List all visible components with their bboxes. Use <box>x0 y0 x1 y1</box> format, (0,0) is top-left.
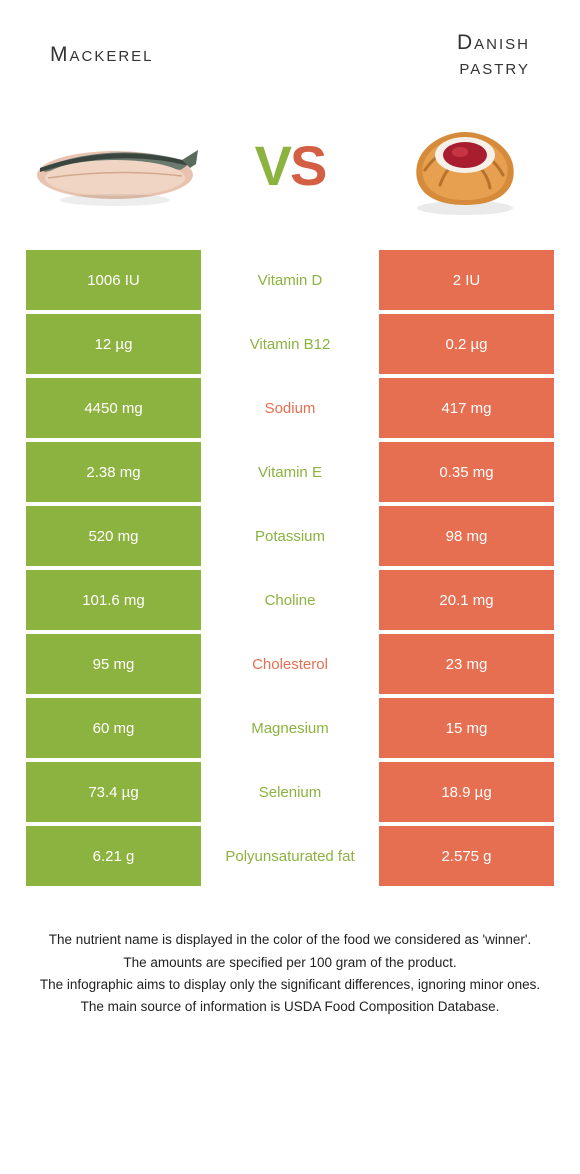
nutrient-row: 6.21 gPolyunsaturated fat2.575 g <box>26 826 554 886</box>
footer-notes: The nutrient name is displayed in the co… <box>0 890 580 1039</box>
nutrient-row: 12 µgVitamin B120.2 µg <box>26 314 554 374</box>
nutrient-label-cell: Vitamin B12 <box>201 314 379 374</box>
left-value-cell: 101.6 mg <box>26 570 201 630</box>
nutrient-label-cell: Vitamin E <box>201 442 379 502</box>
left-value-cell: 73.4 µg <box>26 762 201 822</box>
left-value-cell: 2.38 mg <box>26 442 201 502</box>
mackerel-icon <box>30 120 200 210</box>
nutrient-row: 73.4 µgSelenium18.9 µg <box>26 762 554 822</box>
nutrient-row: 95 mgCholesterol23 mg <box>26 634 554 694</box>
right-value-cell: 0.35 mg <box>379 442 554 502</box>
nutrient-label-cell: Selenium <box>201 762 379 822</box>
danish-image <box>380 110 550 220</box>
vs-label: VS <box>255 133 326 198</box>
right-value-cell: 23 mg <box>379 634 554 694</box>
left-value-cell: 95 mg <box>26 634 201 694</box>
right-value-cell: 18.9 µg <box>379 762 554 822</box>
nutrient-row: 4450 mgSodium417 mg <box>26 378 554 438</box>
food-left-title: Mackerel <box>40 43 290 67</box>
nutrient-row: 2.38 mgVitamin E0.35 mg <box>26 442 554 502</box>
left-value-cell: 520 mg <box>26 506 201 566</box>
right-value-cell: 15 mg <box>379 698 554 758</box>
right-value-cell: 417 mg <box>379 378 554 438</box>
footer-line3: The infographic aims to display only the… <box>30 975 550 995</box>
left-value-cell: 1006 IU <box>26 250 201 310</box>
left-value-cell: 6.21 g <box>26 826 201 886</box>
food-right-title: Danish pastry <box>290 30 540 80</box>
mackerel-image <box>30 110 200 220</box>
footer-line1: The nutrient name is displayed in the co… <box>30 930 550 950</box>
nutrient-label-cell: Choline <box>201 570 379 630</box>
images-row: VS <box>0 90 580 250</box>
footer-line2: The amounts are specified per 100 gram o… <box>30 953 550 973</box>
nutrient-label-cell: Potassium <box>201 506 379 566</box>
right-title-line2: pastry <box>459 56 530 79</box>
nutrient-label-cell: Magnesium <box>201 698 379 758</box>
danish-icon <box>395 110 535 220</box>
nutrient-row: 60 mgMagnesium15 mg <box>26 698 554 758</box>
right-value-cell: 20.1 mg <box>379 570 554 630</box>
nutrient-row: 1006 IUVitamin D2 IU <box>26 250 554 310</box>
footer-line4: The main source of information is USDA F… <box>30 997 550 1017</box>
nutrient-row: 101.6 mgCholine20.1 mg <box>26 570 554 630</box>
right-value-cell: 2 IU <box>379 250 554 310</box>
vs-s-letter: S <box>290 133 325 198</box>
left-value-cell: 60 mg <box>26 698 201 758</box>
right-title-line1: Danish <box>457 31 530 54</box>
nutrient-table: 1006 IUVitamin D2 IU12 µgVitamin B120.2 … <box>0 250 580 886</box>
nutrient-label-cell: Vitamin D <box>201 250 379 310</box>
nutrient-label-cell: Cholesterol <box>201 634 379 694</box>
left-value-cell: 4450 mg <box>26 378 201 438</box>
vs-v-letter: V <box>255 133 290 198</box>
nutrient-label-cell: Sodium <box>201 378 379 438</box>
right-value-cell: 98 mg <box>379 506 554 566</box>
right-value-cell: 2.575 g <box>379 826 554 886</box>
header-row: Mackerel Danish pastry <box>0 0 580 90</box>
nutrient-row: 520 mgPotassium98 mg <box>26 506 554 566</box>
left-value-cell: 12 µg <box>26 314 201 374</box>
right-value-cell: 0.2 µg <box>379 314 554 374</box>
nutrient-label-cell: Polyunsaturated fat <box>201 826 379 886</box>
